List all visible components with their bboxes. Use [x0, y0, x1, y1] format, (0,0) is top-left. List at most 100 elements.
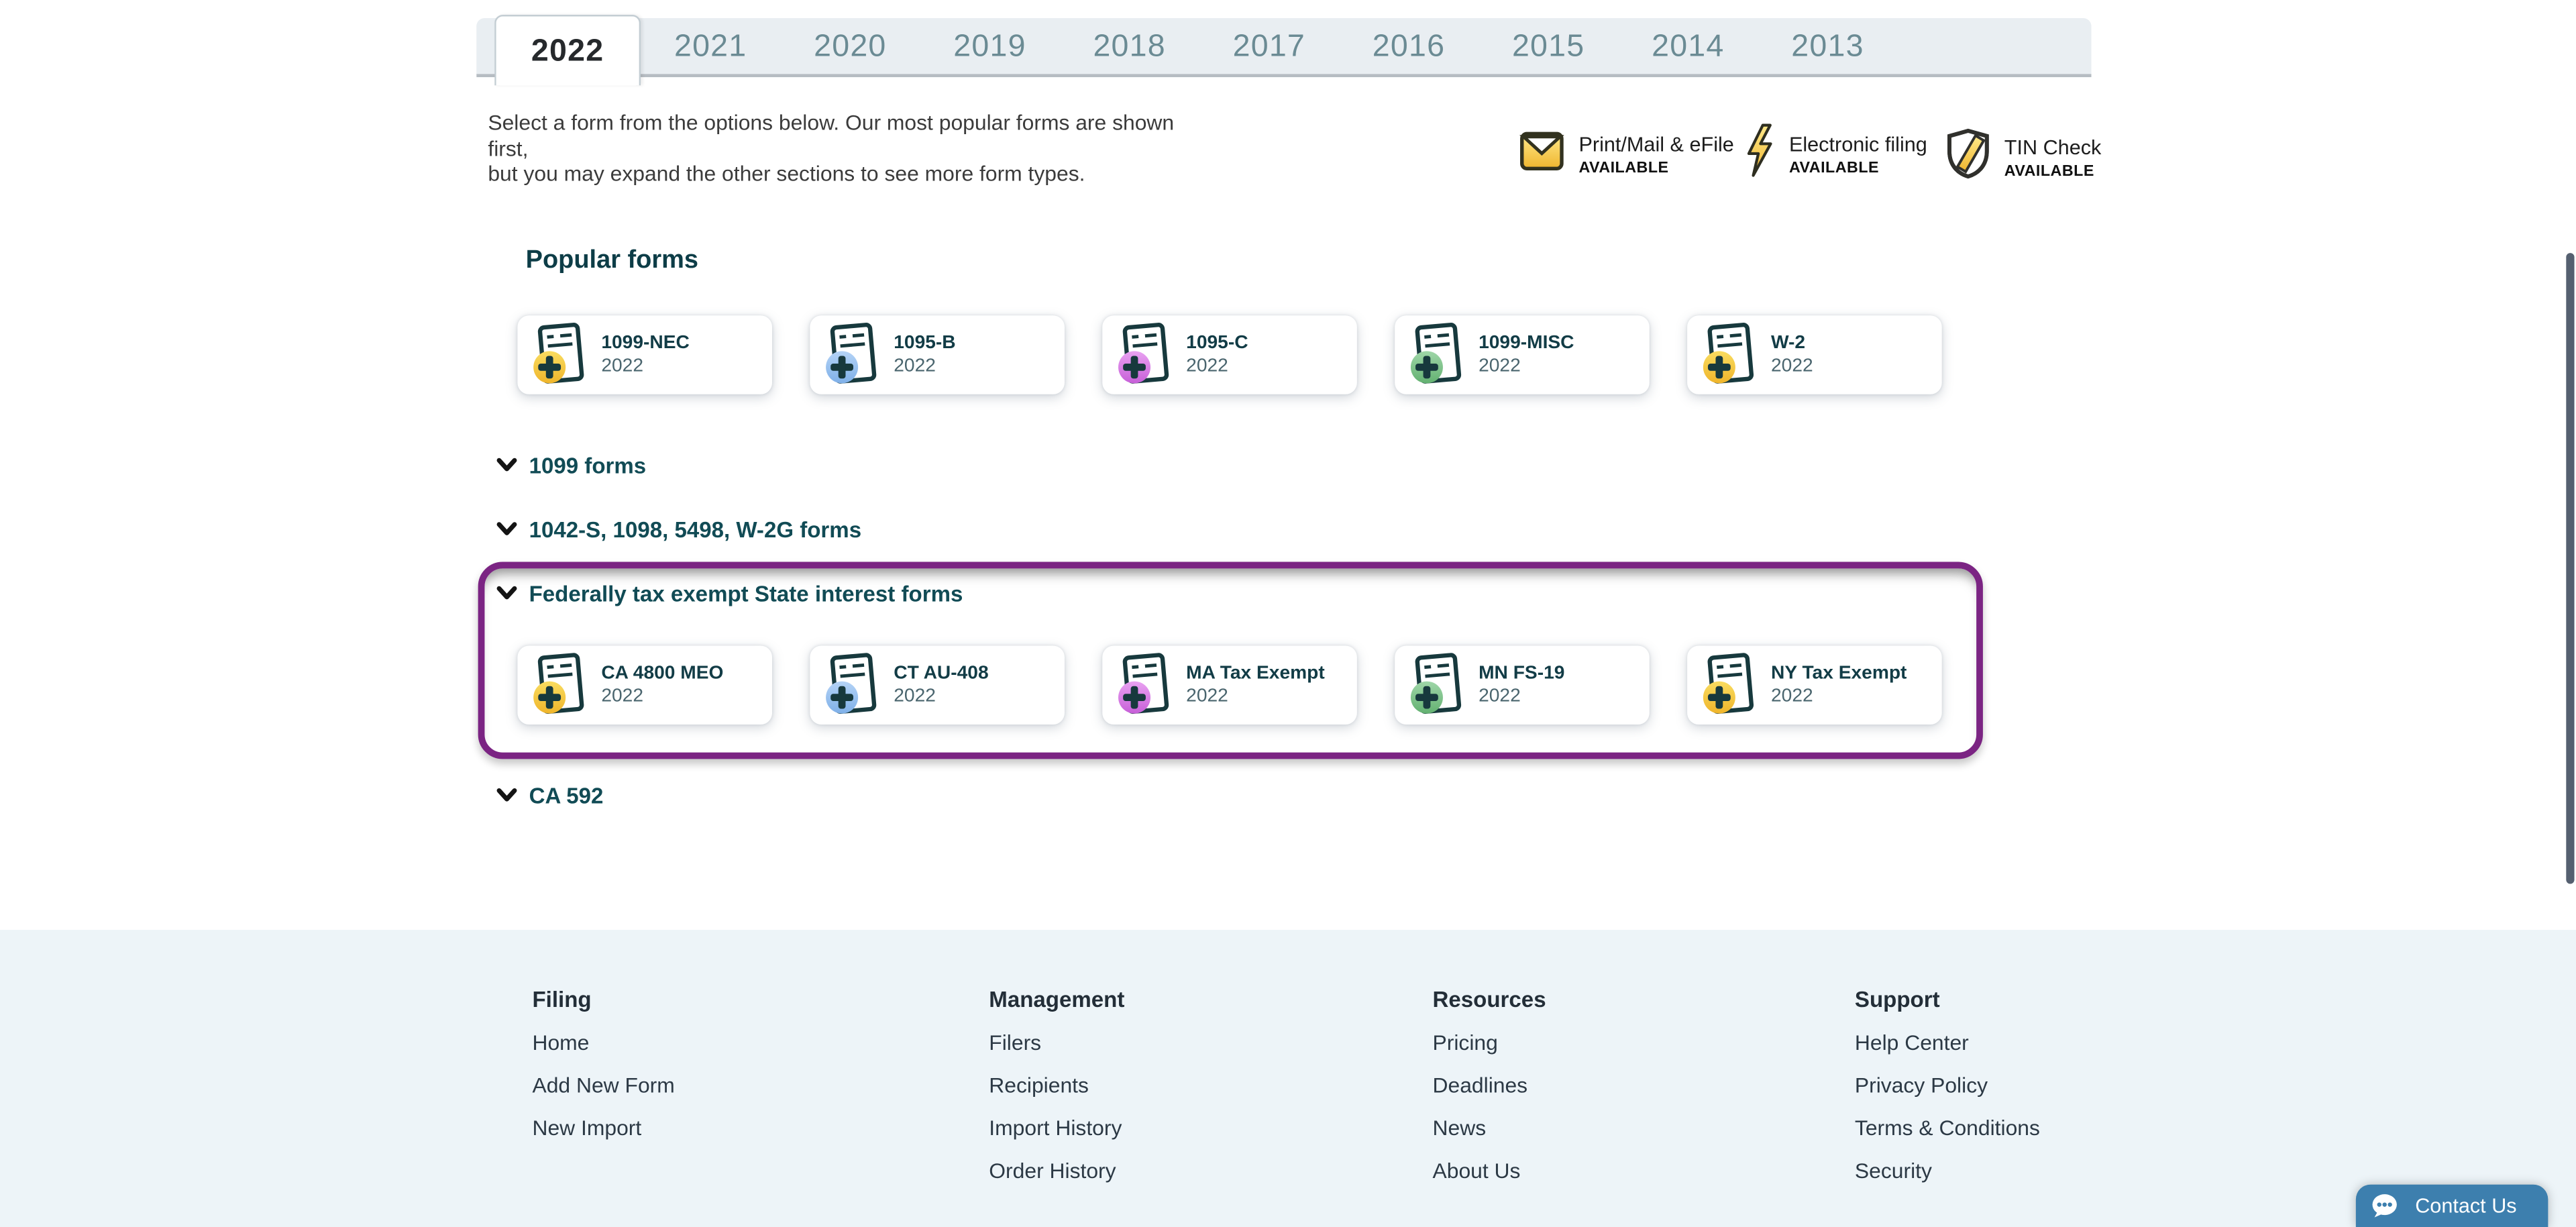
- form-card-title: W-2: [1771, 333, 1806, 354]
- intro-line-1: Select a form from the options below. Ou…: [488, 110, 1175, 160]
- form-card-mn-fs-19[interactable]: MN FS-19 2022: [1395, 645, 1650, 725]
- footer-column-resources: Resources Pricing Deadlines News About U…: [1433, 988, 1546, 1201]
- intro-line-2: but you may expand the other sections to…: [488, 161, 1085, 186]
- footer-heading: Support: [1854, 987, 1940, 1012]
- tab-year-2018[interactable]: 2018: [1093, 30, 1166, 64]
- footer-heading: Resources: [1432, 987, 1546, 1012]
- footer-link-import-history[interactable]: Import History: [989, 1115, 1122, 1140]
- popular-forms-heading: Popular forms: [525, 246, 699, 274]
- section-federally-tax-exempt[interactable]: Federally tax exempt State interest form…: [496, 582, 963, 606]
- form-card-title: MN FS-19: [1479, 663, 1565, 684]
- form-plus-icon: [826, 653, 877, 714]
- form-card-title: 1095-C: [1186, 333, 1248, 354]
- footer-link-filers[interactable]: Filers: [989, 1030, 1042, 1055]
- form-card-title: NY Tax Exempt: [1771, 663, 1907, 684]
- year-tabbar: 2022 2021 2020 2019 2018 2017 2016 2015 …: [476, 15, 2092, 86]
- footer-link-add-new-form[interactable]: Add New Form: [532, 1073, 675, 1098]
- footer-heading: Filing: [532, 987, 592, 1012]
- chevron-down-icon: [496, 784, 518, 808]
- footer-link-about-us[interactable]: About Us: [1432, 1158, 1521, 1183]
- section-1042s-1098-5498-w2g[interactable]: 1042-S, 1098, 5498, W-2G forms: [496, 517, 862, 543]
- footer-link-security[interactable]: Security: [1854, 1158, 1932, 1183]
- footer-link-deadlines[interactable]: Deadlines: [1432, 1073, 1528, 1098]
- chevron-down-icon: [496, 454, 518, 478]
- tab-year-2021[interactable]: 2021: [674, 30, 747, 64]
- form-card-1095-c[interactable]: 1095-C 2022: [1102, 315, 1357, 394]
- form-card-1099-nec[interactable]: 1099-NEC 2022: [517, 315, 773, 394]
- tab-year-2017[interactable]: 2017: [1232, 30, 1306, 64]
- feature-label: Print/Mail & eFile: [1578, 133, 1734, 156]
- footer-link-help-center[interactable]: Help Center: [1854, 1030, 1969, 1055]
- section-label: Federally tax exempt State interest form…: [529, 581, 963, 606]
- form-card-year: 2022: [1479, 686, 1521, 707]
- tab-year-2013[interactable]: 2013: [1791, 30, 1864, 64]
- chevron-down-icon: [496, 582, 518, 606]
- tab-year-2022[interactable]: 2022: [494, 15, 641, 86]
- tab-year-2016[interactable]: 2016: [1372, 30, 1446, 64]
- section-ca-592[interactable]: CA 592: [496, 784, 603, 808]
- chat-bubble-icon: [2371, 1193, 2399, 1219]
- shield-icon: [1947, 128, 1990, 187]
- form-card-year: 2022: [894, 686, 936, 707]
- form-card-year: 2022: [1186, 686, 1228, 707]
- feature-status: AVAILABLE: [1578, 159, 1669, 178]
- feature-status: AVAILABLE: [1788, 158, 1880, 177]
- form-plus-icon: [1410, 653, 1462, 714]
- contact-us-label: Contact Us: [2415, 1194, 2517, 1218]
- footer-heading: Management: [989, 987, 1125, 1012]
- tab-year-2019[interactable]: 2019: [953, 30, 1026, 64]
- tab-year-2014[interactable]: 2014: [1652, 30, 1725, 64]
- form-card-1099-misc[interactable]: 1099-MISC 2022: [1395, 315, 1650, 394]
- section-label: 1099 forms: [529, 453, 647, 478]
- form-card-year: 2022: [1479, 356, 1521, 376]
- footer-link-terms-conditions[interactable]: Terms & Conditions: [1854, 1115, 2040, 1140]
- envelope-icon: [1519, 131, 1564, 179]
- form-plus-icon: [533, 653, 584, 714]
- form-plus-icon: [1410, 323, 1462, 384]
- form-plus-icon: [1118, 653, 1169, 714]
- form-card-year: 2022: [1771, 356, 1813, 376]
- footer-link-pricing[interactable]: Pricing: [1432, 1030, 1498, 1055]
- form-plus-icon: [533, 323, 584, 384]
- form-card-ma-tax-exempt[interactable]: MA Tax Exempt 2022: [1102, 645, 1357, 725]
- tab-year-2015[interactable]: 2015: [1511, 30, 1585, 64]
- feature-tin-check: TIN Check AVAILABLE: [1947, 128, 2101, 187]
- form-card-title: 1099-MISC: [1479, 333, 1574, 354]
- scrollbar-thumb[interactable]: [2565, 253, 2575, 884]
- tab-year-2020[interactable]: 2020: [814, 30, 887, 64]
- intro-text: Select a form from the options below. Ou…: [488, 110, 1194, 186]
- section-1099-forms[interactable]: 1099 forms: [496, 453, 647, 478]
- feature-status: AVAILABLE: [2004, 162, 2094, 180]
- footer-link-news[interactable]: News: [1432, 1115, 1487, 1140]
- form-card-w2[interactable]: W-2 2022: [1687, 315, 1942, 394]
- footer-column-management: Management Filers Recipients Import Hist…: [989, 988, 1124, 1201]
- feature-label: TIN Check: [2004, 136, 2102, 159]
- form-card-title: CA 4800 MEO: [601, 663, 724, 684]
- footer-link-home[interactable]: Home: [532, 1030, 590, 1055]
- form-card-year: 2022: [894, 356, 936, 376]
- form-card-title: CT AU-408: [894, 663, 989, 684]
- form-plus-icon: [1703, 653, 1754, 714]
- form-plus-icon: [1703, 323, 1754, 384]
- footer-link-order-history[interactable]: Order History: [989, 1158, 1116, 1183]
- form-card-year: 2022: [601, 686, 644, 707]
- form-card-title: 1099-NEC: [601, 333, 690, 354]
- contact-us-button[interactable]: Contact Us: [2355, 1184, 2548, 1227]
- form-plus-icon: [1118, 323, 1169, 384]
- footer-link-recipients[interactable]: Recipients: [989, 1073, 1089, 1098]
- form-card-year: 2022: [601, 356, 644, 376]
- form-card-ny-tax-exempt[interactable]: NY Tax Exempt 2022: [1687, 645, 1942, 725]
- footer-link-new-import[interactable]: New Import: [532, 1115, 642, 1140]
- form-card-ct-au-408[interactable]: CT AU-408 2022: [810, 645, 1065, 725]
- form-card-ca-4800-meo[interactable]: CA 4800 MEO 2022: [517, 645, 773, 725]
- footer: Filing Home Add New Form New Import Mana…: [0, 930, 2576, 1227]
- section-label: 1042-S, 1098, 5498, W-2G forms: [529, 517, 862, 543]
- form-card-year: 2022: [1771, 686, 1813, 707]
- footer-link-privacy-policy[interactable]: Privacy Policy: [1854, 1073, 1988, 1098]
- form-card-1095-b[interactable]: 1095-B 2022: [810, 315, 1065, 394]
- feature-electronic-filing: Electronic filing AVAILABLE: [1745, 123, 1927, 186]
- form-card-title: 1095-B: [894, 333, 956, 354]
- feature-label: Electronic filing: [1788, 132, 1927, 156]
- chevron-down-icon: [496, 517, 518, 542]
